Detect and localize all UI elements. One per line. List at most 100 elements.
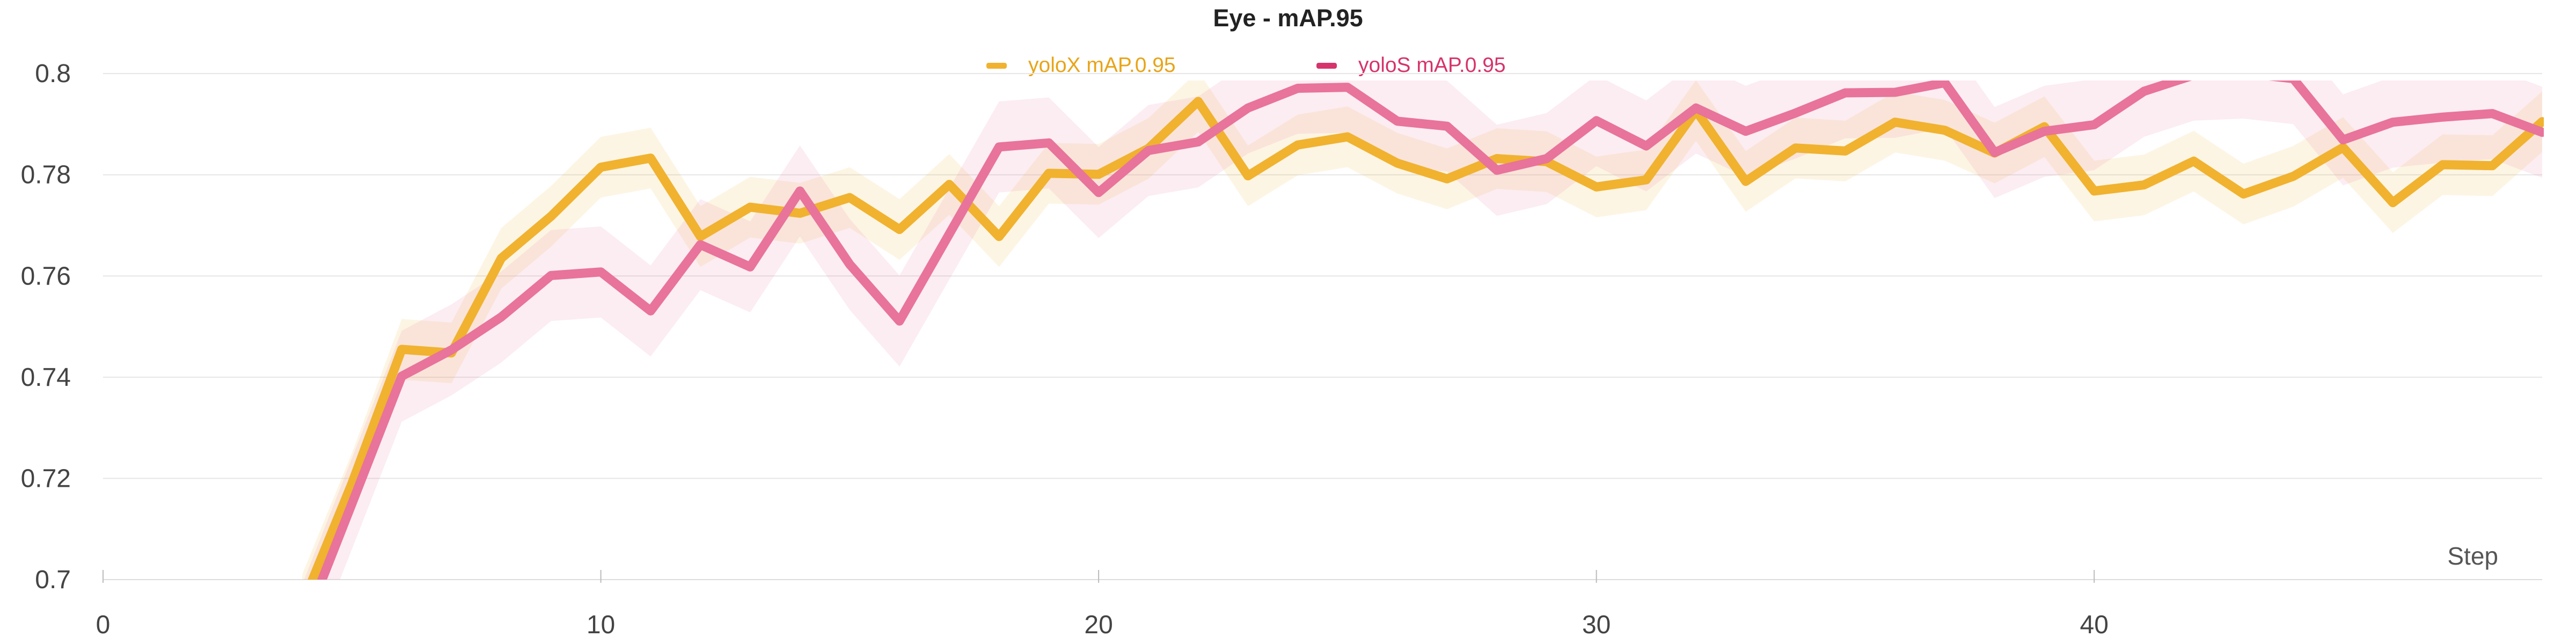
data-point <box>352 483 353 484</box>
series-line-1 <box>317 80 2544 580</box>
data-point <box>1446 178 1447 179</box>
y-tick-label: 0.8 <box>35 60 71 88</box>
data-point <box>1795 113 1796 114</box>
data-point <box>849 264 850 265</box>
data-point <box>1247 107 1248 108</box>
data-point <box>1645 179 1646 180</box>
data-point <box>352 503 353 504</box>
data-point <box>551 216 552 217</box>
data-point <box>1198 101 1199 102</box>
data-point <box>2044 131 2045 132</box>
data-point <box>501 258 502 259</box>
y-tick-label: 0.76 <box>21 262 71 290</box>
y-tick-label: 0.7 <box>35 566 71 594</box>
data-point <box>1596 186 1597 187</box>
data-point <box>551 275 552 276</box>
legend-item-yolos[interactable]: yoloS mAP.0.95 <box>1316 49 1506 82</box>
chart-title: Eye - mAP.95 <box>1213 4 1363 32</box>
data-point <box>1845 92 1846 93</box>
data-point <box>949 184 950 185</box>
data-point <box>1596 120 1597 121</box>
data-point <box>501 317 502 318</box>
data-point <box>750 207 751 208</box>
data-point <box>1397 121 1398 122</box>
data-point <box>800 191 801 192</box>
legend-item-yolox[interactable]: yoloX mAP.0.95 <box>986 49 1176 82</box>
data-point <box>1347 136 1348 137</box>
data-point <box>1894 122 1896 123</box>
y-tick-label: 0.78 <box>21 161 71 189</box>
axes: 0.7 0.72 0.74 0.76 0.78 0.8 0 10 20 30 40 <box>21 60 2542 639</box>
data-point <box>1496 158 1497 159</box>
legend-swatch-yolox <box>986 62 1007 69</box>
data-point <box>1795 148 1796 149</box>
series-lines <box>308 80 2544 580</box>
data-point <box>650 310 651 311</box>
data-point <box>2143 185 2145 186</box>
data-point <box>1098 174 1099 175</box>
data-point <box>401 349 402 350</box>
data-point <box>700 244 701 245</box>
data-point <box>1944 130 1945 131</box>
legend-label-yolox: yoloX mAP.0.95 <box>1028 54 1176 77</box>
data-point <box>2542 121 2543 122</box>
x-tick-label: 0 <box>96 611 111 639</box>
y-tick-label: 0.72 <box>21 464 71 493</box>
data-point <box>2293 78 2294 79</box>
series-band-1 <box>304 80 2542 580</box>
data-point <box>1745 131 1746 132</box>
data-point <box>1695 110 1696 111</box>
data-point <box>1247 175 1248 177</box>
y-tick-label: 0.74 <box>21 363 71 392</box>
data-point <box>899 229 900 230</box>
data-point <box>2193 160 2194 162</box>
data-point <box>2293 176 2294 177</box>
data-point <box>1148 148 1149 149</box>
data-point <box>1148 150 1149 151</box>
data-point <box>1645 145 1646 147</box>
data-point <box>1845 150 1846 151</box>
data-point <box>2442 116 2443 118</box>
data-point <box>800 213 801 214</box>
data-point <box>2442 164 2443 165</box>
data-point <box>2143 91 2145 92</box>
data-point <box>2094 124 2095 125</box>
data-point <box>2392 202 2394 203</box>
data-point <box>750 266 751 267</box>
data-point <box>401 376 402 377</box>
data-point <box>2492 113 2493 114</box>
data-point <box>2343 147 2344 148</box>
data-point <box>2094 191 2095 192</box>
data-point <box>1546 161 1547 162</box>
legend-swatch-yolos <box>1316 62 1337 69</box>
x-axis-label: Step <box>2447 542 2498 570</box>
data-point <box>1397 163 1398 164</box>
x-tick-label: 10 <box>587 611 615 639</box>
data-point <box>1297 87 1298 89</box>
data-point <box>1894 92 1896 93</box>
x-tick-label: 20 <box>1084 611 1113 639</box>
data-point <box>1546 158 1547 159</box>
data-point <box>2392 122 2394 123</box>
data-point <box>1496 170 1497 171</box>
data-point <box>1994 152 1995 153</box>
data-point <box>601 167 602 168</box>
legend: yoloX mAP.0.95 yoloS mAP.0.95 <box>0 49 2576 82</box>
data-point <box>700 236 701 237</box>
data-point <box>1944 82 1945 83</box>
data-point <box>1198 141 1199 142</box>
legend-label-yolos: yoloS mAP.0.95 <box>1358 54 1506 77</box>
grid <box>103 73 2542 479</box>
data-point <box>1098 192 1099 193</box>
x-tick-label: 40 <box>2080 611 2109 639</box>
data-point <box>899 320 900 321</box>
data-point <box>601 272 602 273</box>
data-point <box>1297 144 1298 145</box>
data-point <box>2243 194 2244 195</box>
data-point <box>2343 140 2344 141</box>
data-point <box>451 353 452 354</box>
data-point <box>650 158 651 159</box>
data-point <box>2492 165 2493 166</box>
data-point <box>949 233 950 235</box>
